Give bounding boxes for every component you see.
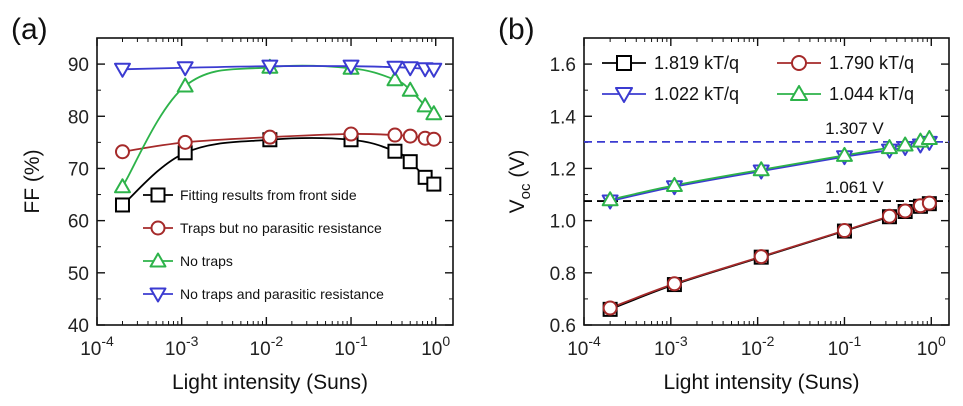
data-point-triangle-up — [920, 129, 938, 145]
data-point-circle — [791, 55, 807, 71]
y-tick-label: 40 — [68, 316, 89, 337]
data-point-circle — [426, 131, 442, 147]
legend-label: No traps and parasitic resistance — [180, 286, 384, 302]
y-tick-label: 1.2 — [550, 159, 576, 180]
y-tick-label: 1.4 — [550, 107, 577, 128]
data-point-triangle-up — [835, 146, 853, 162]
data-point-square — [387, 143, 403, 159]
data-point-square — [616, 55, 632, 71]
data-point-triangle-up — [665, 176, 683, 192]
data-point-square — [426, 176, 442, 192]
x-tick-label: 10-2 — [741, 333, 775, 360]
data-point-circle — [666, 276, 682, 292]
y-tick-label: 1.6 — [550, 55, 576, 76]
x-tick-label: 10-1 — [334, 333, 368, 360]
y-axis-title: FF (%) — [21, 149, 44, 213]
series-line — [122, 65, 434, 71]
data-point-triangle-down — [614, 87, 634, 104]
data-point-triangle-up — [386, 71, 404, 87]
x-tick-label: 10-2 — [250, 333, 284, 360]
data-point-circle — [262, 129, 278, 145]
y-tick-label: 70 — [68, 159, 89, 180]
panel-b: 10-4 10-3 10-2 10-1 100 0.6 0.8 1.0 1.2 1.4 1.6 Lig… — [498, 13, 950, 394]
data-point-square — [114, 197, 130, 213]
series-line — [121, 64, 435, 188]
data-point-triangle-up — [401, 81, 419, 97]
data-point-circle — [343, 126, 359, 142]
data-point-triangle-down — [401, 61, 419, 77]
x-tick-label: 10-4 — [80, 333, 114, 360]
y-tick-label: 0.8 — [550, 264, 576, 285]
y-tick-label: 60 — [68, 212, 89, 233]
x-axis-title: Light intensity (Suns) — [663, 371, 859, 394]
data-point-circle — [402, 128, 418, 144]
x-tick-label: 10-3 — [165, 333, 199, 360]
reference-label: 1.307 V — [825, 119, 884, 138]
data-point-triangle-up — [789, 84, 809, 101]
data-point-circle — [387, 127, 403, 143]
data-point-triangle-up — [176, 77, 194, 93]
plot-frame — [96, 37, 454, 326]
data-point-triangle-down — [176, 61, 194, 77]
series-line — [609, 202, 930, 309]
data-point-circle — [881, 208, 897, 224]
y-tick-label: 80 — [68, 107, 89, 128]
legend-label: 1.819 kT/q — [654, 53, 739, 73]
data-point-circle — [150, 220, 166, 236]
data-point-triangle-up — [601, 191, 619, 207]
data-point-triangle-down — [149, 287, 167, 303]
data-point-circle — [114, 144, 130, 160]
legend-label: 1.790 kT/q — [829, 53, 914, 73]
y-tick-label: 50 — [68, 264, 89, 285]
data-point-circle — [177, 134, 193, 150]
plot-frame — [583, 37, 950, 326]
legend-label: 1.022 kT/q — [654, 84, 739, 104]
x-tick-label: 10-3 — [654, 333, 688, 360]
panel-label: (a) — [11, 13, 48, 46]
data-point-circle — [897, 203, 913, 219]
panel-a: 10-4 10-3 10-2 10-1 100 40 50 60 70 80 90 Light int… — [11, 13, 454, 394]
data-point-circle — [836, 223, 852, 239]
legend-label: Fitting results from front side — [180, 187, 357, 203]
x-axis-title: Light intensity (Suns) — [172, 371, 368, 394]
y-axis-title: Voc (V) — [506, 150, 534, 214]
legend-label: No traps — [180, 253, 233, 269]
x-tick-label: 10-4 — [567, 333, 601, 360]
data-point-triangle-up — [752, 161, 770, 177]
x-tick-label: 10-1 — [828, 333, 862, 360]
data-point-triangle-up — [416, 97, 434, 113]
legend-label: Traps but no parasitic resistance — [180, 220, 382, 236]
x-tick-label: 100 — [917, 333, 946, 360]
data-point-circle — [753, 249, 769, 265]
data-point-triangle-down — [425, 62, 443, 78]
data-point-triangle-down — [114, 62, 131, 78]
reference-label: 1.061 V — [825, 178, 884, 197]
y-tick-label: 1.0 — [550, 212, 576, 233]
data-point-square — [150, 187, 166, 203]
data-point-triangle-up — [896, 136, 914, 152]
data-point-triangle-up — [425, 105, 443, 121]
data-point-square — [402, 154, 418, 170]
data-point-circle — [921, 195, 937, 211]
y-tick-label: 0.6 — [550, 316, 576, 337]
y-tick-label: 90 — [68, 55, 89, 76]
x-tick-label: 100 — [421, 333, 450, 360]
data-point-circle — [602, 300, 618, 316]
data-point-triangle-down — [342, 59, 360, 75]
data-point-triangle-down — [261, 59, 279, 75]
data-point-triangle-up — [149, 252, 167, 268]
panel-label: (b) — [498, 13, 535, 46]
legend-label: 1.044 kT/q — [829, 84, 914, 104]
data-point-triangle-down — [386, 60, 404, 76]
data-point-triangle-up — [881, 139, 898, 155]
data-point-triangle-up — [114, 178, 131, 194]
